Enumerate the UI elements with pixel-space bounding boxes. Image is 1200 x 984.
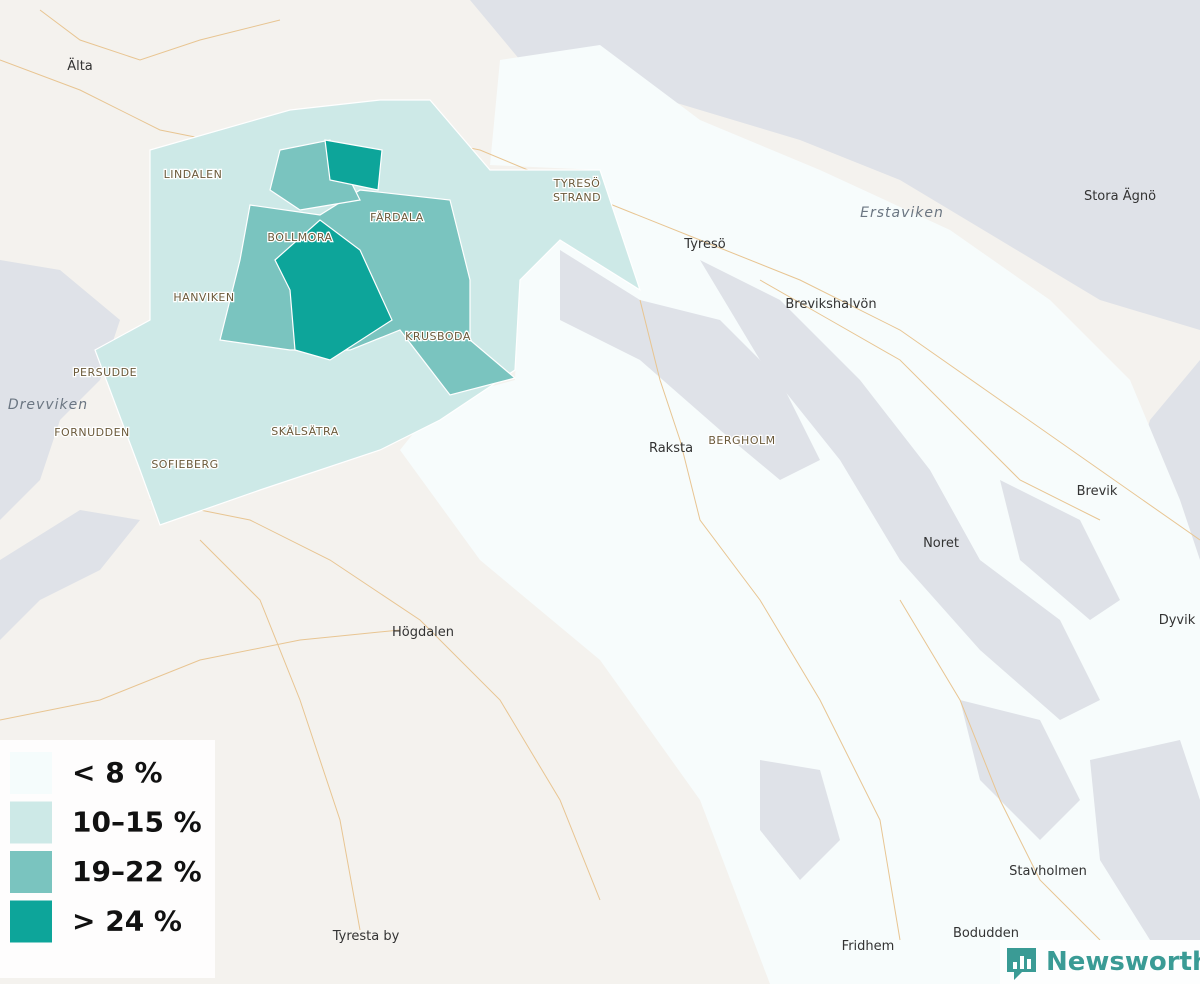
water-label: Erstaviken (860, 205, 944, 221)
district-label: BOLLMORA (267, 231, 332, 244)
district-label: PERSUDDE (73, 366, 137, 379)
brand-icon-bar (1020, 956, 1024, 969)
district-label: TYRESÖ (553, 177, 601, 190)
legend-swatch (10, 752, 52, 794)
water-label: Drevviken (8, 397, 88, 413)
district-label: SKÄLSÄTRA (271, 425, 338, 438)
place-label: Fridhem (842, 939, 895, 954)
district-label: SOFIEBERG (151, 458, 218, 471)
district-label: FÄRDALA (370, 211, 424, 224)
legend-label: > 24 % (72, 905, 182, 938)
legend-swatch (10, 900, 52, 943)
legend-label: 19–22 % (72, 855, 202, 888)
district-label: LINDALEN (164, 168, 223, 181)
legend-swatch (10, 801, 52, 844)
place-label: Brevik (1077, 484, 1118, 499)
region (324, 139, 383, 191)
legend-label: 10–15 % (72, 806, 202, 839)
district-label: HANVIKEN (173, 291, 234, 304)
place-label: Älta (67, 58, 93, 74)
place-label: Dyvik (1159, 613, 1196, 628)
regions (94, 99, 642, 526)
legend-label: < 8 % (72, 756, 163, 789)
place-label: Bodudden (953, 926, 1019, 941)
brand-name: Newsworthy (1046, 947, 1200, 977)
region (274, 219, 393, 361)
place-label: Raksta (649, 441, 693, 456)
district-label: BERGHOLM (708, 434, 775, 447)
legend-swatch (10, 851, 52, 893)
inner-water (560, 40, 1200, 940)
place-label: Stavholmen (1009, 864, 1087, 879)
district-label: FORNUDDEN (54, 426, 130, 439)
place-label: Brevikshalvön (785, 297, 876, 312)
brand: Newsworthy (1000, 940, 1200, 984)
place-label: Högdalen (392, 625, 454, 640)
place-label: Tyresta by (332, 929, 400, 944)
district-label: STRAND (553, 191, 601, 204)
legend: < 8 % 10–15 % 19–22 % > 24 % (0, 740, 215, 978)
place-label: Tyresö (683, 237, 725, 252)
place-label: Noret (923, 536, 959, 551)
brand-icon-bar (1013, 962, 1017, 969)
brand-icon-bar (1027, 959, 1031, 969)
place-label: Stora Ägnö (1084, 188, 1156, 204)
district-label: KRUSBODA (405, 330, 471, 343)
